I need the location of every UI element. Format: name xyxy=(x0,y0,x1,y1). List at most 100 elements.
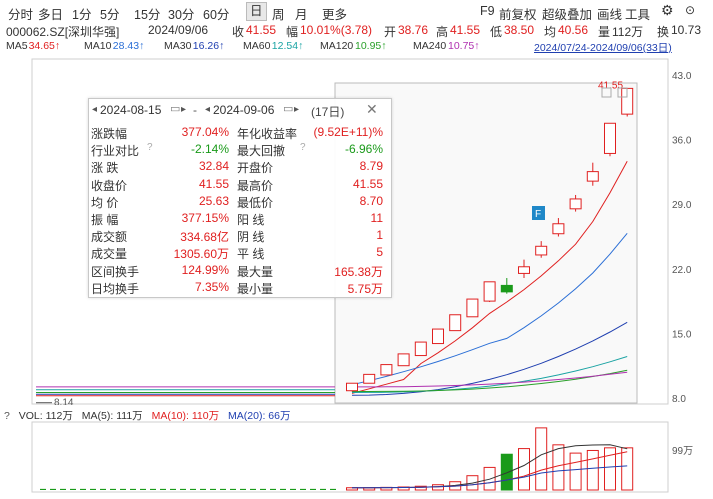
stats-row: 振 幅 377.15% 阳 线 11 xyxy=(89,211,391,228)
period-tab[interactable]: 更多 xyxy=(322,8,348,22)
quote-date: 2024/09/06 xyxy=(148,23,209,37)
vol-bar-pre xyxy=(280,488,286,490)
candle-body xyxy=(586,171,599,182)
vol-bar-pre xyxy=(230,488,236,490)
toolbar-tool[interactable]: 前复权 xyxy=(499,8,537,22)
vol-bar-pre xyxy=(80,488,86,490)
calendar-icon[interactable]: ▭ xyxy=(170,103,181,115)
candle-body xyxy=(414,341,427,357)
stats-row: 均 价 25.63 最低价 8.70 xyxy=(89,194,391,211)
vol-bar-pre xyxy=(210,488,216,490)
period-tab[interactable]: 日 xyxy=(246,2,267,21)
ma-value: 28.43↑ xyxy=(112,40,145,52)
toolbar-tool[interactable]: 超级叠加 xyxy=(542,8,593,22)
vol-bar xyxy=(621,447,634,491)
stat-value-left: 377.04% xyxy=(181,125,229,139)
close-icon[interactable]: ✕ xyxy=(366,101,378,117)
low-value: 38.50 xyxy=(504,23,535,37)
period-tab[interactable]: 多日 xyxy=(38,8,64,22)
vol-bar-pre xyxy=(220,488,226,490)
ma-label: MA120 xyxy=(320,40,354,52)
ma-value: 10.95↑ xyxy=(355,40,387,52)
settings-icon[interactable]: ⊙ xyxy=(685,3,696,17)
ma-value: 16.26↑ xyxy=(192,40,225,52)
toolbar-tool[interactable]: F9 xyxy=(480,4,495,18)
stat-key-left: 均 价 xyxy=(91,195,119,210)
stat-value-left: 32.84 xyxy=(198,159,229,174)
prev-start-arrow-icon[interactable]: ◂ xyxy=(92,104,98,115)
help-icon[interactable]: ? xyxy=(4,410,10,422)
high-marker-label: 41.55 xyxy=(598,80,623,91)
y-tick-label: 15.0 xyxy=(672,329,692,340)
stat-key-left: 收盘价 xyxy=(91,178,128,193)
stat-value-right: 41.55 xyxy=(352,176,383,191)
end-date[interactable]: 2024-09-06 xyxy=(213,103,275,117)
stat-key-left: 成交量 xyxy=(91,247,128,262)
next-start-arrow-icon[interactable]: ▸ xyxy=(181,104,187,115)
prev-end-arrow-icon[interactable]: ◂ xyxy=(205,104,211,115)
vol-bar-pre xyxy=(140,488,146,490)
change-value: 10.01%(3.78) xyxy=(300,23,373,37)
vol-bar xyxy=(500,453,513,491)
vol-bar-pre xyxy=(170,488,176,490)
avg-label: 均 xyxy=(544,25,557,39)
stat-value-right: 8.79 xyxy=(359,159,383,174)
turnover-value: 10.73 xyxy=(671,23,702,37)
period-tab[interactable]: 月 xyxy=(295,8,308,22)
calendar-icon-end[interactable]: ▭ xyxy=(283,103,294,115)
stat-value-left: 334.68亿 xyxy=(180,230,229,245)
vol-frame xyxy=(31,421,669,493)
stat-key-right: 最高价 xyxy=(237,178,274,193)
volume-chart[interactable]: 99万 xyxy=(0,420,713,499)
period-tab[interactable]: 周 xyxy=(272,8,285,22)
stat-key-right: 年化收益率 xyxy=(237,127,298,141)
vol-ma5: MA(5): 111万 xyxy=(81,410,143,422)
change-label: 幅 xyxy=(286,25,299,39)
vol-bar-pre xyxy=(290,488,296,490)
stat-value-left: -2.14% xyxy=(190,142,229,157)
gear-icon[interactable]: ⚙ xyxy=(661,2,674,18)
vol-bar-pre xyxy=(250,488,256,490)
period-tab[interactable]: 60分 xyxy=(203,8,230,22)
vol-bar-pre xyxy=(320,488,326,490)
stock-code-name: 000062.SZ[深圳华强] xyxy=(6,25,120,39)
vol-bar-pre xyxy=(110,488,116,490)
candle-body xyxy=(397,353,410,367)
date-range-link[interactable]: 2024/07/24-2024/09/06(33日) xyxy=(534,42,672,54)
event-flag-label[interactable]: F xyxy=(535,209,541,220)
volume-label: 量 xyxy=(598,25,611,39)
stat-value-right: 1 xyxy=(376,228,383,243)
stat-value-right: -6.96% xyxy=(344,142,383,157)
next-end-arrow-icon[interactable]: ▸ xyxy=(294,104,300,115)
vol-bar-pre xyxy=(310,488,316,490)
start-date[interactable]: 2024-08-15 xyxy=(100,103,162,117)
candle-body xyxy=(449,314,462,332)
period-tab[interactable]: 分时 xyxy=(8,8,34,22)
vol-bar-pre xyxy=(130,488,136,490)
ma5-curve xyxy=(351,160,628,394)
period-tab[interactable]: 30分 xyxy=(168,8,195,22)
period-tab[interactable]: 1分 xyxy=(72,8,92,22)
toolbar-tool[interactable]: 工具 xyxy=(625,8,651,22)
help-icon[interactable]: ? xyxy=(300,142,306,154)
ma30-curve xyxy=(351,321,628,396)
toolbar-tool[interactable]: 画线 xyxy=(597,8,623,22)
help-icon[interactable]: ? xyxy=(147,142,153,154)
period-tab[interactable]: 5分 xyxy=(100,8,120,22)
vol-bar-pre xyxy=(100,488,106,490)
stat-key-left: 区间换手 xyxy=(91,264,140,279)
period-tab[interactable]: 15分 xyxy=(134,8,161,22)
vol-ma10: MA(10): 110万 xyxy=(151,410,220,422)
close-label: 收 xyxy=(232,25,245,39)
stats-row: 涨跌幅 377.04% 年化收益率 (9.52E+11)% xyxy=(89,125,391,142)
stat-value-left: 377.15% xyxy=(181,211,229,225)
stat-value-left: 41.55 xyxy=(198,176,229,191)
close-value: 41.55 xyxy=(246,23,277,37)
stat-value-right: 5 xyxy=(376,245,383,260)
panel-header: ◂ 2024-08-15 ▭ ▸ - ◂ 2024-09-06 ▭ ▸ (17日… xyxy=(89,99,391,123)
ma-legend: MA5 34.65↑ MA10 28.43↑ MA30 16.26↑ MA60 12.54↑ M… xyxy=(0,39,530,55)
ma-value: 34.65↑ xyxy=(28,40,61,52)
vol-bar-pre xyxy=(300,488,306,490)
ma-value: 10.75↑ xyxy=(448,40,480,52)
stat-key-right: 最低价 xyxy=(237,195,274,210)
